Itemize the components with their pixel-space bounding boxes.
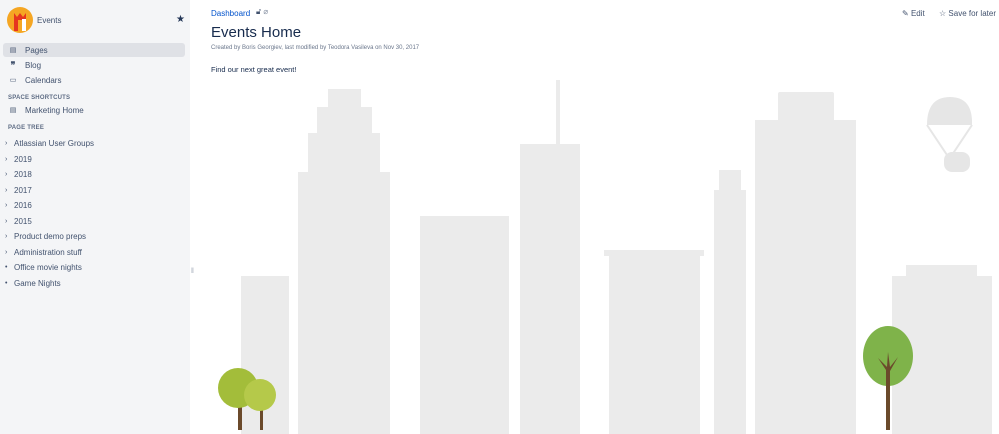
building <box>241 276 289 434</box>
shortcut-marketing-home[interactable]: ▤ Marketing Home <box>3 103 185 117</box>
chevron-right-icon[interactable]: › <box>5 140 8 147</box>
building-spire <box>556 80 560 144</box>
sidebar-item-label: Calendars <box>25 75 62 85</box>
page-tree-label: Game Nights <box>14 278 61 288</box>
chevron-right-icon[interactable]: › <box>5 217 8 225</box>
page-tree-item[interactable]: › Product demo preps <box>5 232 86 241</box>
save-for-later-button[interactable]: ☆ Save for later <box>939 9 996 18</box>
page-tree-item[interactable]: › Atlassian User Groups <box>5 139 94 148</box>
bullet-icon: • <box>5 264 8 271</box>
bullet-icon: • <box>5 279 8 287</box>
sidebar-item-pages[interactable]: ▤ Pages <box>3 43 185 57</box>
parachute-icon <box>926 97 973 172</box>
chevron-right-icon[interactable]: › <box>5 186 8 194</box>
building <box>420 216 509 434</box>
page-tree-label: 2019 <box>14 154 32 164</box>
sidebar: Events ★ ▤ Pages ❞ Blog ▭ Calendars SPACE S… <box>0 0 190 434</box>
sidebar-resize-handle[interactable]: ‖ <box>191 268 194 275</box>
page-tree-label: 2017 <box>14 185 32 195</box>
page-icon: ▤ <box>9 47 17 54</box>
pencil-icon: ✎ <box>902 9 909 18</box>
building <box>755 92 856 434</box>
save-label: Save for later <box>948 9 996 18</box>
page-tree-label: Product demo preps <box>14 232 87 241</box>
page-body-text: Find our next great event! <box>211 65 297 74</box>
sidebar-item-label: Pages <box>25 45 48 55</box>
trees-left <box>218 368 276 430</box>
page-tree-label: Administration stuff <box>14 247 82 257</box>
paperclip-icon[interactable]: ⌀ <box>263 7 269 16</box>
building <box>892 265 992 434</box>
space-name[interactable]: Events <box>37 16 62 25</box>
shortcut-label: Marketing Home <box>25 105 84 115</box>
star-icon[interactable]: ★ <box>176 14 185 25</box>
page-tree-item[interactable]: › 2019 <box>5 155 32 164</box>
page-tree-item[interactable]: › 2017 <box>5 186 32 195</box>
chevron-right-icon[interactable]: › <box>5 202 8 209</box>
page-tree-item[interactable]: › Administration stuff <box>5 248 82 257</box>
city-illustration <box>218 80 992 434</box>
building <box>520 144 580 434</box>
page-tree-item[interactable]: • Office movie nights <box>5 263 82 272</box>
page-tree-label: 2016 <box>14 201 32 210</box>
space-shortcuts-header: SPACE SHORTCUTS <box>8 95 71 101</box>
star-outline-icon: ☆ <box>939 9 947 18</box>
calendar-icon: ▭ <box>9 77 17 84</box>
page-tree-label: 2018 <box>14 170 32 179</box>
unlock-icon[interactable]: 🔓︎ <box>256 7 262 16</box>
page-icon: ▤ <box>9 107 17 114</box>
page-tree-item[interactable]: • Game Nights <box>5 279 61 288</box>
page-tree-item[interactable]: › 2016 <box>5 201 32 210</box>
chevron-right-icon[interactable]: › <box>5 155 8 163</box>
edit-label: Edit <box>910 9 925 18</box>
page-title: Events Home <box>211 24 302 41</box>
edit-button[interactable]: ✎ Edit <box>902 9 925 18</box>
building <box>604 250 704 256</box>
building <box>298 89 390 434</box>
chevron-right-icon[interactable]: › <box>5 248 8 256</box>
building <box>714 170 746 434</box>
chevron-right-icon[interactable]: › <box>5 233 8 240</box>
quote-icon: ❞ <box>10 59 16 70</box>
page-tree-header: PAGE TREE <box>8 125 45 131</box>
sidebar-item-label: Blog <box>25 60 42 70</box>
sidebar-item-calendars[interactable]: ▭ Calendars <box>3 73 185 87</box>
page-metadata: Created by Boris Georgiev, last modified… <box>211 45 420 51</box>
sidebar-item-blog[interactable]: ❞ Blog <box>3 58 185 72</box>
building <box>609 256 700 434</box>
page-tree-label: Atlassian User Groups <box>14 139 95 148</box>
space-logo[interactable] <box>7 7 33 33</box>
page-tree-label: Office movie nights <box>14 263 82 272</box>
chevron-right-icon[interactable]: › <box>5 171 8 178</box>
breadcrumb-dashboard[interactable]: Dashboard <box>211 9 251 18</box>
tree-right <box>863 326 913 430</box>
page-tree-item[interactable]: › 2015 <box>5 217 32 226</box>
page-tree-label: 2015 <box>14 216 32 226</box>
page-tree-item[interactable]: › 2018 <box>5 170 32 179</box>
